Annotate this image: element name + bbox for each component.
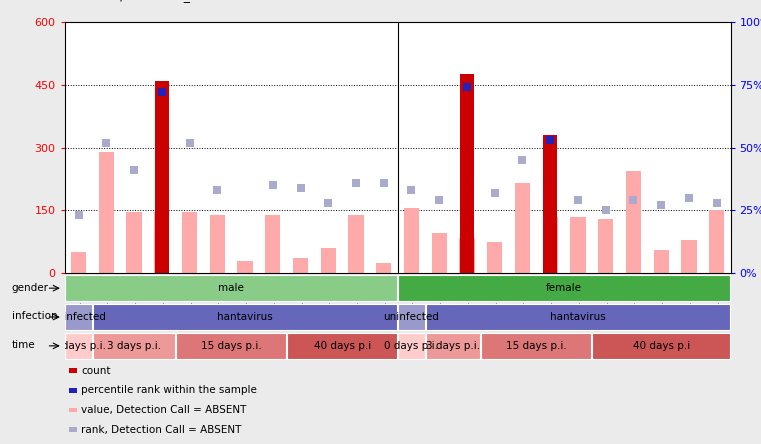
Point bbox=[600, 207, 612, 214]
Point bbox=[266, 182, 279, 189]
Text: hantavirus: hantavirus bbox=[550, 312, 606, 322]
Text: gender: gender bbox=[11, 282, 49, 293]
Text: 3 days p.i.: 3 days p.i. bbox=[426, 341, 480, 351]
Bar bbox=[93, 304, 397, 330]
Bar bbox=[182, 212, 197, 273]
Bar bbox=[460, 75, 474, 273]
Point bbox=[377, 179, 390, 186]
Bar bbox=[543, 217, 558, 273]
Point bbox=[489, 189, 501, 196]
Point bbox=[711, 199, 723, 206]
Bar bbox=[398, 333, 425, 359]
Bar bbox=[543, 135, 557, 273]
Bar bbox=[65, 275, 397, 301]
Point bbox=[544, 137, 556, 144]
Text: count: count bbox=[81, 366, 111, 376]
Point bbox=[128, 166, 140, 174]
Text: uninfected: uninfected bbox=[51, 312, 107, 322]
Text: 40 days p.i: 40 days p.i bbox=[632, 341, 689, 351]
Point bbox=[295, 184, 307, 191]
Point bbox=[322, 199, 334, 206]
Text: 3 days p.i.: 3 days p.i. bbox=[107, 341, 161, 351]
Bar bbox=[398, 304, 425, 330]
Bar bbox=[209, 214, 225, 273]
Bar bbox=[681, 240, 696, 273]
Text: hantavirus: hantavirus bbox=[217, 312, 273, 322]
Point bbox=[683, 194, 695, 202]
Bar bbox=[487, 242, 502, 273]
Text: female: female bbox=[546, 283, 582, 293]
Point bbox=[100, 139, 113, 146]
Bar bbox=[237, 261, 253, 273]
Point bbox=[655, 202, 667, 209]
Text: infection: infection bbox=[11, 311, 57, 321]
Bar bbox=[154, 212, 170, 273]
Bar bbox=[68, 369, 78, 373]
Bar bbox=[68, 388, 78, 393]
Bar bbox=[426, 333, 480, 359]
Bar bbox=[293, 258, 308, 273]
Text: 0 days p.i.: 0 days p.i. bbox=[52, 341, 106, 351]
Bar bbox=[65, 304, 92, 330]
Bar bbox=[570, 217, 586, 273]
Bar bbox=[709, 210, 724, 273]
Bar bbox=[654, 250, 669, 273]
Text: 15 days p.i.: 15 days p.i. bbox=[506, 341, 567, 351]
Bar bbox=[68, 408, 78, 412]
Point bbox=[517, 157, 529, 164]
Bar bbox=[398, 275, 730, 301]
Bar bbox=[376, 262, 391, 273]
Text: time: time bbox=[11, 340, 35, 350]
Point bbox=[156, 89, 168, 96]
Text: rank, Detection Call = ABSENT: rank, Detection Call = ABSENT bbox=[81, 425, 242, 435]
Text: percentile rank within the sample: percentile rank within the sample bbox=[81, 385, 257, 396]
Bar bbox=[598, 219, 613, 273]
Bar bbox=[99, 152, 114, 273]
Point bbox=[350, 179, 362, 186]
Bar bbox=[154, 81, 169, 273]
Text: uninfected: uninfected bbox=[384, 312, 439, 322]
Text: GDS3050 / 1374992_at: GDS3050 / 1374992_at bbox=[57, 0, 202, 2]
Bar bbox=[592, 333, 730, 359]
Text: male: male bbox=[218, 283, 244, 293]
Bar bbox=[320, 248, 336, 273]
Bar bbox=[482, 333, 591, 359]
Point bbox=[212, 187, 224, 194]
Point bbox=[406, 187, 418, 194]
Bar bbox=[404, 208, 419, 273]
Bar bbox=[460, 238, 475, 273]
Text: 15 days p.i.: 15 days p.i. bbox=[201, 341, 262, 351]
Text: 40 days p.i: 40 days p.i bbox=[314, 341, 371, 351]
Point bbox=[572, 197, 584, 204]
Point bbox=[433, 197, 445, 204]
Text: 0 days p.i.: 0 days p.i. bbox=[384, 341, 438, 351]
Point bbox=[72, 212, 84, 219]
Bar bbox=[126, 212, 142, 273]
Point bbox=[627, 197, 639, 204]
Bar bbox=[177, 333, 286, 359]
Text: value, Detection Call = ABSENT: value, Detection Call = ABSENT bbox=[81, 405, 247, 415]
Bar bbox=[265, 214, 280, 273]
Bar bbox=[287, 333, 397, 359]
Bar bbox=[515, 183, 530, 273]
Bar bbox=[349, 214, 364, 273]
Bar bbox=[431, 234, 447, 273]
Point bbox=[183, 139, 196, 146]
Bar bbox=[65, 333, 92, 359]
Bar bbox=[71, 252, 86, 273]
Bar bbox=[93, 333, 175, 359]
Bar bbox=[626, 170, 641, 273]
Bar bbox=[426, 304, 730, 330]
Bar bbox=[68, 428, 78, 432]
Point bbox=[461, 84, 473, 91]
